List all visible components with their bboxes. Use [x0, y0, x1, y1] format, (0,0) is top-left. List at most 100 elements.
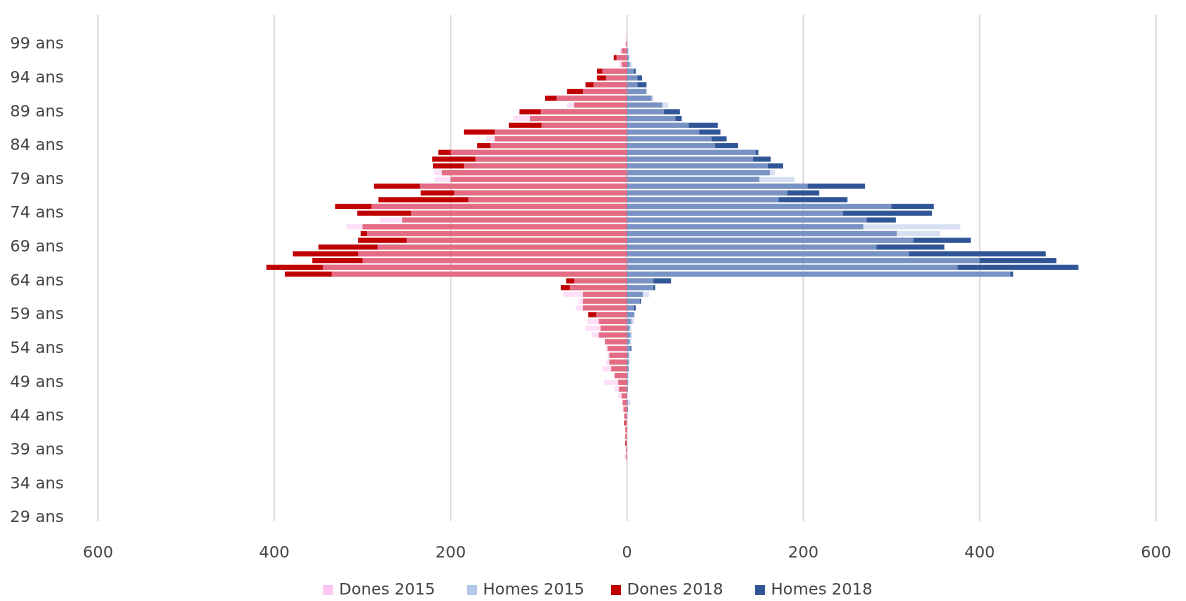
bar [540, 109, 627, 115]
bar [596, 312, 627, 318]
x-tick-label: 200 [435, 543, 466, 562]
y-tick-label: 49 ans [10, 372, 64, 391]
y-tick-label: 54 ans [10, 338, 64, 357]
bar [541, 122, 627, 128]
bar [585, 325, 627, 331]
bar [616, 55, 627, 61]
bar [362, 258, 627, 264]
bar [627, 183, 808, 189]
x-tick-label: 400 [259, 543, 290, 562]
bar [627, 82, 638, 88]
x-tick-label: 600 [1141, 543, 1172, 562]
bar [605, 359, 627, 365]
bar [627, 345, 631, 352]
legend-label: Dones 2015 [339, 580, 435, 599]
y-tick-label: 39 ans [10, 439, 64, 458]
bar [627, 149, 756, 155]
bar [454, 190, 627, 196]
y-tick-label: 44 ans [10, 406, 64, 425]
bar [450, 149, 627, 155]
bar [587, 318, 627, 325]
bar [614, 386, 627, 392]
bar [569, 285, 627, 291]
bar [513, 115, 627, 122]
y-tick-label: 34 ans [10, 473, 64, 492]
bar [434, 176, 627, 182]
y-tick-label: 99 ans [10, 34, 64, 53]
bar [627, 285, 654, 291]
bar [627, 400, 631, 406]
bar [494, 129, 627, 135]
y-tick-label: 69 ans [10, 237, 64, 256]
bar [627, 264, 958, 270]
bar [627, 244, 877, 250]
bar [627, 102, 669, 108]
legend-swatch [467, 585, 477, 595]
bar [627, 230, 940, 237]
bar [627, 61, 633, 68]
bar [627, 237, 914, 243]
bar [627, 210, 844, 216]
bar [627, 115, 676, 122]
bar [627, 359, 630, 365]
bar [627, 251, 910, 257]
bar [575, 305, 627, 311]
bar [346, 224, 627, 230]
bar [626, 440, 627, 446]
x-tick-label: 200 [788, 543, 819, 562]
bar [627, 217, 867, 223]
bar [567, 102, 627, 108]
bar [627, 271, 1011, 277]
bar [627, 305, 635, 311]
y-tick-label: 74 ans [10, 203, 64, 222]
x-tick-label: 400 [964, 543, 995, 562]
bar [619, 61, 627, 68]
bar [627, 203, 892, 210]
bar [582, 88, 627, 95]
bar [627, 88, 647, 95]
bar [578, 298, 627, 304]
bar [627, 291, 650, 297]
legend-label: Homes 2015 [483, 580, 584, 599]
bar [618, 393, 627, 399]
bar [371, 203, 627, 210]
bar [358, 251, 627, 257]
bar [627, 379, 629, 385]
bar [604, 379, 627, 385]
bar [593, 82, 627, 88]
bar [625, 34, 627, 40]
bar [624, 413, 627, 419]
bar [613, 373, 627, 379]
bar [627, 163, 769, 169]
bar [602, 68, 627, 74]
bar [604, 339, 627, 345]
y-tick-label: 64 ans [10, 270, 64, 289]
x-tick-label: 0 [622, 543, 632, 562]
bar [619, 48, 627, 54]
bar [627, 129, 700, 135]
y-tick-label: 89 ans [10, 101, 64, 120]
y-tick-label: 29 ans [10, 507, 64, 526]
bar [627, 176, 795, 182]
bar [433, 170, 627, 176]
bar [627, 136, 712, 142]
bar [625, 433, 627, 440]
bar [627, 413, 628, 419]
bar [627, 190, 788, 196]
bar [627, 122, 689, 128]
bar [622, 400, 627, 406]
bar [627, 352, 630, 358]
bar [627, 197, 779, 203]
y-tick-label: 79 ans [10, 169, 64, 188]
bar [627, 170, 776, 176]
bar [627, 278, 654, 284]
bar [627, 55, 630, 61]
bar [627, 393, 628, 399]
bar [563, 291, 627, 297]
bar [475, 156, 627, 162]
bar [627, 373, 629, 379]
bar [627, 258, 980, 264]
bar [331, 271, 627, 277]
bar [406, 237, 627, 243]
